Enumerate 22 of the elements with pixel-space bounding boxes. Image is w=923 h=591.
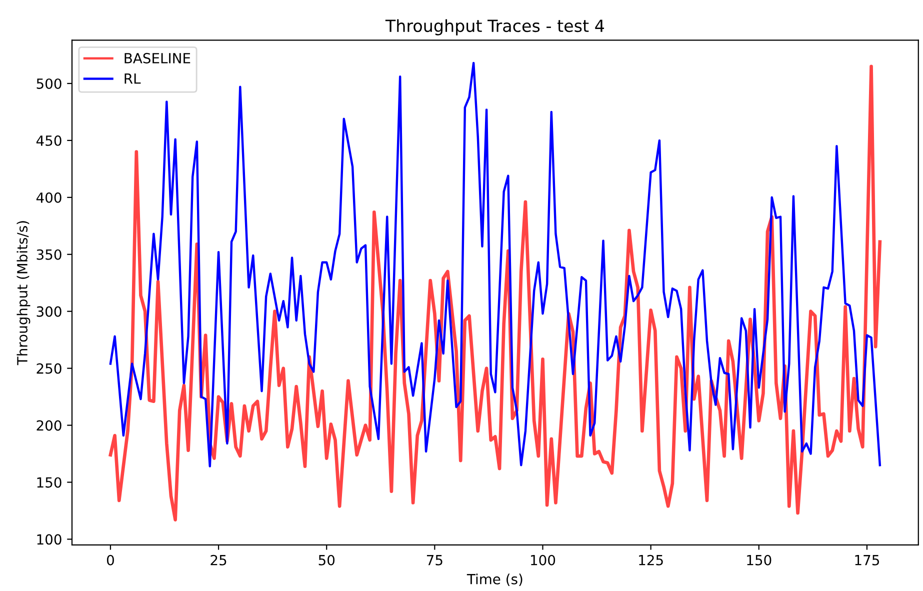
y-tick-label: 200 <box>36 420 62 431</box>
y-tick-label: 250 <box>36 363 62 374</box>
x-tick-label: 125 <box>639 554 663 566</box>
y-tick-label: 150 <box>37 477 62 488</box>
x-tick-label: 75 <box>426 555 442 566</box>
x-tick-label: 50 <box>318 554 335 566</box>
legend-label: BASELINE <box>124 52 190 64</box>
x-tick-label: 0 <box>106 554 114 566</box>
y-tick-label: 350 <box>36 249 62 260</box>
y-tick-label: 500 <box>36 78 62 89</box>
x-tick-label: 175 <box>855 555 879 566</box>
x-axis-title: Time (s) <box>466 574 522 586</box>
legend-label: RL <box>124 74 141 84</box>
x-tick-label: 25 <box>210 554 226 566</box>
chart-title: Throughput Traces - test 4 <box>385 19 604 36</box>
y-axis-title: Throughput (Mbits/s) <box>16 221 30 366</box>
x-tick-label: 100 <box>531 554 556 566</box>
y-tick-label: 450 <box>36 135 62 146</box>
y-tick-label: 400 <box>36 192 62 203</box>
y-tick-label: 300 <box>36 306 62 317</box>
y-tick-label: 100 <box>37 534 62 545</box>
x-tick-label: 150 <box>747 554 772 566</box>
